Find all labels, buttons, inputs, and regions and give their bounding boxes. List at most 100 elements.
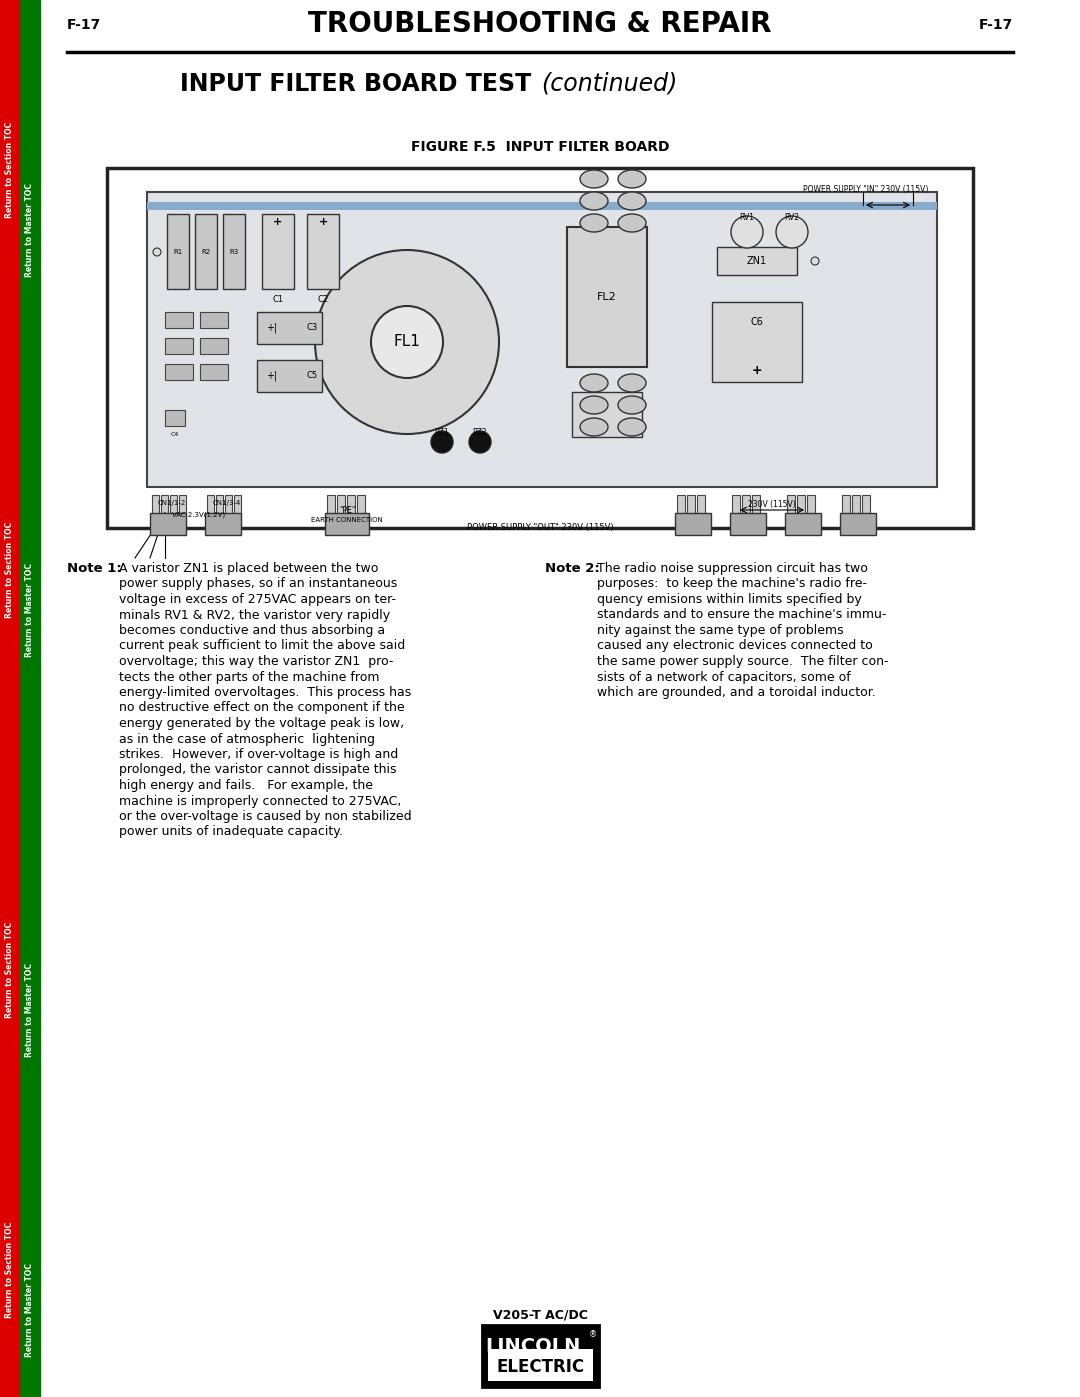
Text: C4: C4 — [171, 432, 179, 436]
Text: Return to Master TOC: Return to Master TOC — [26, 1259, 35, 1362]
Text: Return to Section TOC: Return to Section TOC — [5, 117, 14, 224]
Text: Return to Section TOC: Return to Section TOC — [5, 916, 14, 1023]
Text: Return to Section TOC: Return to Section TOC — [5, 517, 14, 623]
Text: sists of a network of capacitors, some of: sists of a network of capacitors, some o… — [597, 671, 851, 683]
Text: strikes.  However, if over-voltage is high and: strikes. However, if over-voltage is hig… — [119, 747, 399, 761]
Bar — [337, 495, 345, 529]
Text: +|: +| — [267, 370, 278, 381]
Ellipse shape — [618, 191, 646, 210]
Bar — [572, 393, 642, 437]
Bar — [161, 495, 168, 529]
Ellipse shape — [580, 170, 608, 189]
Text: Return to Master TOC: Return to Master TOC — [26, 538, 35, 641]
Bar — [347, 495, 355, 529]
Bar — [200, 338, 228, 353]
Bar — [179, 495, 186, 529]
Bar — [717, 247, 797, 275]
Text: Return to Section TOC: Return to Section TOC — [5, 1222, 14, 1319]
Bar — [807, 495, 815, 529]
Text: quency emisions within limits specified by: quency emisions within limits specified … — [597, 592, 862, 606]
Text: C2: C2 — [318, 295, 328, 303]
Bar — [200, 365, 228, 380]
Bar — [152, 495, 159, 529]
Text: energy-limited overvoltages.  This process has: energy-limited overvoltages. This proces… — [119, 686, 411, 698]
Text: standards and to ensure the machine's immu-: standards and to ensure the machine's im… — [597, 609, 887, 622]
Bar — [730, 513, 766, 535]
Text: +: + — [319, 217, 327, 226]
Text: (continued): (continued) — [541, 73, 677, 96]
Bar — [677, 495, 685, 529]
Text: POWER SUPPLY "OUT" 230V (115V): POWER SUPPLY "OUT" 230V (115V) — [467, 522, 613, 532]
Text: "PE": "PE" — [339, 506, 355, 515]
Ellipse shape — [580, 418, 608, 436]
Text: machine is improperly connected to 275VAC,: machine is improperly connected to 275VA… — [119, 795, 402, 807]
Text: Return to Master TOC: Return to Master TOC — [26, 963, 35, 1058]
Circle shape — [372, 306, 443, 379]
Text: which are grounded, and a toroidal inductor.: which are grounded, and a toroidal induc… — [597, 686, 876, 698]
Text: energy generated by the voltage peak is low,: energy generated by the voltage peak is … — [119, 717, 404, 731]
Bar — [165, 312, 193, 328]
Bar — [165, 365, 193, 380]
Text: as in the case of atmospheric  lightening: as in the case of atmospheric lightening — [119, 732, 375, 746]
Text: VAC 2.3V(1.2V): VAC 2.3V(1.2V) — [173, 511, 226, 518]
Text: Return to Master TOC: Return to Master TOC — [26, 183, 35, 277]
Bar — [482, 1324, 599, 1387]
Text: the same power supply source.  The filter con-: the same power supply source. The filter… — [597, 655, 889, 668]
Text: PZ1: PZ1 — [434, 427, 449, 437]
Text: overvoltage; this way the varistor ZN1  pro-: overvoltage; this way the varistor ZN1 p… — [119, 655, 393, 668]
Bar — [165, 338, 193, 353]
Circle shape — [431, 432, 453, 453]
Bar — [150, 513, 186, 535]
Text: ZN1: ZN1 — [747, 256, 767, 265]
Text: Return to Section TOC: Return to Section TOC — [5, 522, 14, 617]
Text: Return to Section TOC: Return to Section TOC — [5, 122, 14, 218]
Text: V205-T AC/DC: V205-T AC/DC — [492, 1308, 588, 1322]
Bar — [488, 1350, 593, 1382]
Bar — [785, 513, 821, 535]
Circle shape — [811, 257, 819, 265]
Bar — [687, 495, 696, 529]
Ellipse shape — [580, 395, 608, 414]
Text: FL2: FL2 — [597, 292, 617, 302]
Bar — [742, 495, 750, 529]
Bar — [200, 312, 228, 328]
Text: LINCOLN: LINCOLN — [485, 1337, 580, 1356]
Text: POWER SUPPLY "IN" 230V (115V): POWER SUPPLY "IN" 230V (115V) — [802, 184, 928, 194]
Circle shape — [731, 217, 762, 249]
Text: CN1/1-2: CN1/1-2 — [158, 500, 186, 506]
Bar — [216, 495, 222, 529]
Bar — [307, 214, 339, 289]
Bar — [170, 495, 177, 529]
Text: power units of inadequate capacity.: power units of inadequate capacity. — [119, 826, 342, 838]
Text: R3: R3 — [229, 249, 239, 254]
Ellipse shape — [580, 374, 608, 393]
Text: R2: R2 — [202, 249, 211, 254]
Bar — [167, 214, 189, 289]
Ellipse shape — [580, 214, 608, 232]
Bar — [0, 0, 21, 1397]
Text: RV2: RV2 — [784, 214, 799, 222]
Text: +|: +| — [267, 323, 278, 334]
Bar — [147, 191, 937, 488]
Text: high energy and fails.   For example, the: high energy and fails. For example, the — [119, 780, 373, 792]
Text: C3: C3 — [307, 324, 318, 332]
Bar — [862, 495, 870, 529]
Text: minals RV1 & RV2, the varistor very rapidly: minals RV1 & RV2, the varistor very rapi… — [119, 609, 390, 622]
Bar — [21, 0, 40, 1397]
Bar — [797, 495, 805, 529]
Bar — [327, 495, 335, 529]
Bar — [205, 513, 241, 535]
Text: power supply phases, so if an instantaneous: power supply phases, so if an instantane… — [119, 577, 397, 591]
Text: purposes:  to keep the machine's radio fre-: purposes: to keep the machine's radio fr… — [597, 577, 867, 591]
Text: Return to Master TOC: Return to Master TOC — [26, 179, 35, 282]
Text: +: + — [273, 217, 283, 226]
Text: The radio noise suppression circuit has two: The radio noise suppression circuit has … — [597, 562, 868, 576]
Bar — [840, 513, 876, 535]
Bar — [207, 495, 214, 529]
Bar — [195, 214, 217, 289]
Bar — [262, 214, 294, 289]
Circle shape — [315, 250, 499, 434]
Text: voltage in excess of 275VAC appears on ter-: voltage in excess of 275VAC appears on t… — [119, 592, 396, 606]
Bar — [842, 495, 850, 529]
Bar — [675, 513, 711, 535]
